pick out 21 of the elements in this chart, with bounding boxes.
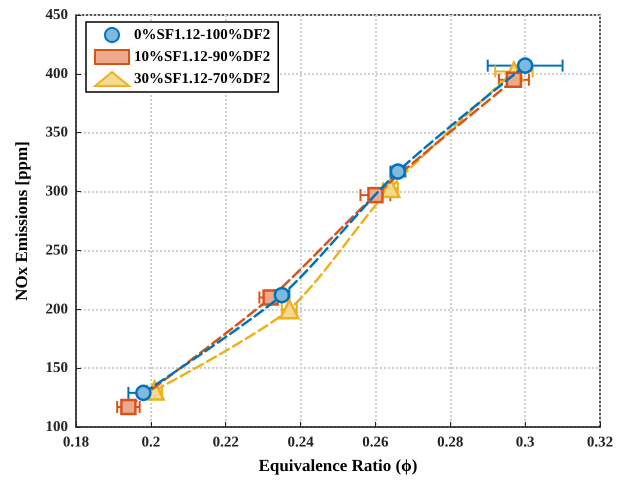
x-tick-label: 0.28 — [437, 434, 464, 450]
y-tick-label: 350 — [46, 124, 68, 141]
legend-label: 0%SF1.12-100%DF2 — [134, 27, 270, 43]
x-tick-label: 0.18 — [62, 434, 90, 450]
y-tick-label: 150 — [46, 360, 68, 376]
legend-label: 10%SF1.12-90%DF2 — [134, 49, 270, 65]
y-tick-label: 400 — [46, 66, 68, 82]
y-tick-label: 300 — [46, 184, 68, 200]
x-tick-label: 0.2 — [141, 434, 160, 450]
x-axis-title: Equivalence Ratio (ϕ) — [258, 456, 418, 475]
y-tick-label: 100 — [46, 419, 68, 435]
x-tick-label: 0.3 — [516, 434, 535, 450]
x-tick-label: 0.24 — [287, 434, 314, 450]
x-tick-label: 0.32 — [586, 434, 614, 450]
y-axis-title: NOx Emissions [ppm] — [12, 141, 31, 301]
x-tick-label: 0.22 — [212, 434, 239, 450]
y-tick-label: 450 — [46, 7, 68, 23]
y-tick-label: 250 — [46, 242, 68, 258]
y-tick-label: 200 — [46, 301, 68, 318]
legend-label: 30%SF1.12-70%DF2 — [134, 71, 270, 87]
x-tick-label: 0.26 — [362, 434, 390, 450]
